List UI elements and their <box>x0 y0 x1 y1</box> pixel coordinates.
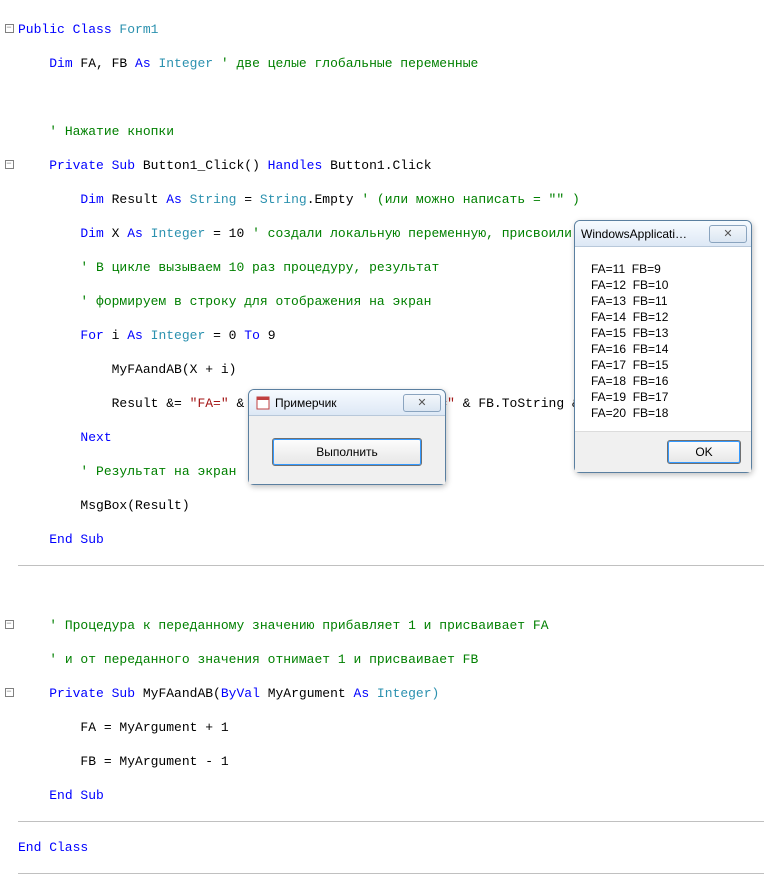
stmt: MyFAandAB(X + i) <box>112 362 237 377</box>
ident: Result &= <box>112 396 190 411</box>
fold-toggle-region[interactable]: − <box>0 617 18 634</box>
comment: ' две целые глобальные переменные <box>221 56 478 71</box>
type: Integer <box>143 226 213 241</box>
kw: To <box>244 328 260 343</box>
type: Integer <box>151 56 221 71</box>
kw: ByVal <box>221 686 260 701</box>
execute-button[interactable]: Выполнить <box>272 438 422 466</box>
kw: Handles <box>268 158 323 173</box>
fold-toggle-class[interactable]: − <box>0 21 18 38</box>
kw: Private Sub <box>49 158 135 173</box>
kw: As <box>354 686 370 701</box>
ident: Result <box>104 192 166 207</box>
ident: MyArgument <box>260 686 354 701</box>
msgbox-window: WindowsApplicati… ✕ FA=11 FB=9 FA=12 FB=… <box>574 220 752 473</box>
kw: Public Class <box>18 22 112 37</box>
type: String <box>182 192 244 207</box>
fold-toggle-sub[interactable]: − <box>0 157 18 174</box>
comment: ' формируем в строку для отображения на … <box>80 294 431 309</box>
type: Integer) <box>369 686 439 701</box>
kw: For <box>80 328 103 343</box>
stmt: FB = MyArgument - 1 <box>80 754 228 769</box>
blank-line <box>18 584 26 599</box>
comment: ' и от переданного значения отнимает 1 и… <box>49 652 478 667</box>
ident: Button1_Click() <box>135 158 268 173</box>
msgbox-footer: OK <box>575 431 751 472</box>
kw: Dim <box>80 226 103 241</box>
kw: As <box>127 226 143 241</box>
op: = 0 <box>213 328 244 343</box>
comment: ' В цикле вызываем 10 раз процедуру, рез… <box>80 260 439 275</box>
type: String <box>260 192 307 207</box>
kw: End Sub <box>49 532 104 547</box>
string: "FA=" <box>190 396 229 411</box>
msgbox-text: FA=11 FB=9 FA=12 FB=10 FA=13 FB=11 FA=14… <box>591 261 735 421</box>
form-title: Примерчик <box>275 396 403 410</box>
ident: MyFAandAB( <box>135 686 221 701</box>
region-separator <box>18 873 764 874</box>
stmt: FA = MyArgument + 1 <box>80 720 228 735</box>
app-icon <box>255 395 271 411</box>
type: Integer <box>143 328 213 343</box>
comment: ' Процедура к переданному значению приба… <box>49 618 548 633</box>
ident: .Empty <box>307 192 362 207</box>
ident: Button1.Click <box>322 158 431 173</box>
form-window: Примерчик ✕ Выполнить <box>248 389 446 485</box>
form-close-button[interactable]: ✕ <box>403 394 441 412</box>
ident: X <box>104 226 127 241</box>
region-separator <box>18 565 764 566</box>
msgbox-ok-button[interactable]: OK <box>667 440 741 464</box>
kw: As <box>127 328 143 343</box>
op: 9 <box>260 328 276 343</box>
kw: As <box>135 56 151 71</box>
comment: ' Результат на экран <box>80 464 236 479</box>
kw: Dim <box>80 192 103 207</box>
class-name: Form1 <box>112 22 159 37</box>
msgbox-titlebar[interactable]: WindowsApplicati… ✕ <box>575 221 751 247</box>
msgbox-close-button[interactable]: ✕ <box>709 225 747 243</box>
fold-toggle-sub2[interactable]: − <box>0 685 18 702</box>
ident: i <box>104 328 127 343</box>
kw: Next <box>80 430 111 445</box>
kw: End Class <box>18 840 88 855</box>
comment: ' Нажатие кнопки <box>49 124 174 139</box>
blank-line <box>18 90 26 105</box>
msgbox-client: FA=11 FB=9 FA=12 FB=10 FA=13 FB=11 FA=14… <box>575 247 751 431</box>
kw: As <box>166 192 182 207</box>
ident: FA, FB <box>73 56 135 71</box>
msgbox-title: WindowsApplicati… <box>581 227 709 241</box>
kw: End Sub <box>49 788 104 803</box>
op: = 10 <box>213 226 252 241</box>
kw: Private Sub <box>49 686 135 701</box>
form-titlebar[interactable]: Примерчик ✕ <box>249 390 445 416</box>
comment: ' (или можно написать = "" ) <box>361 192 579 207</box>
region-separator <box>18 821 764 822</box>
op: = <box>244 192 260 207</box>
kw: Dim <box>49 56 72 71</box>
stmt: MsgBox(Result) <box>80 498 189 513</box>
form-client: Выполнить <box>249 416 445 484</box>
